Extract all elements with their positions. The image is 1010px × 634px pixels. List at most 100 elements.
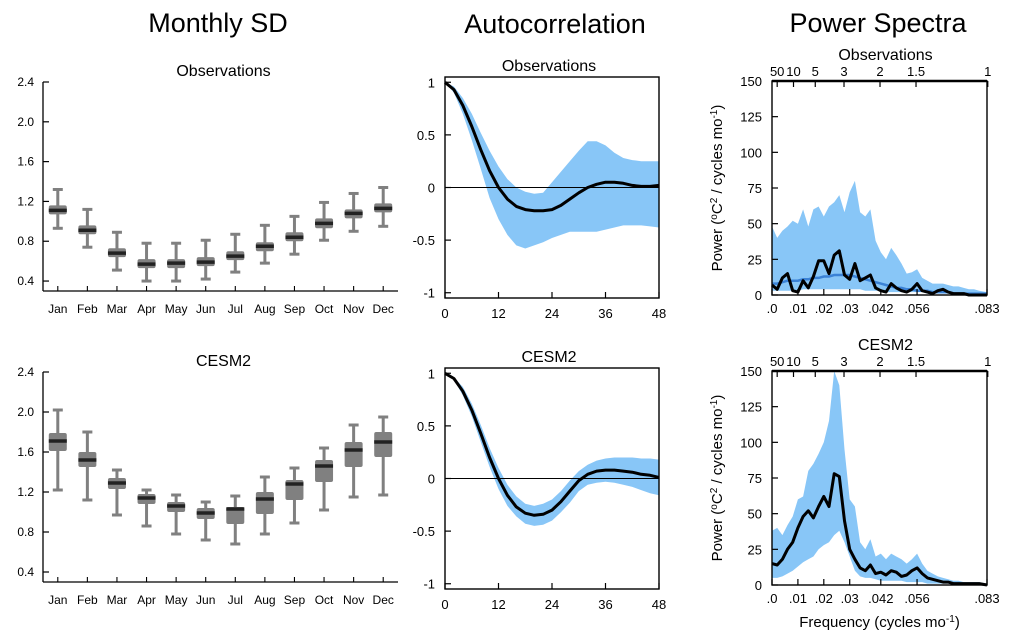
x-tick-label: Apr	[137, 593, 156, 607]
x-tick-label: 48	[652, 306, 666, 321]
x-tick-label: Aug	[254, 302, 275, 316]
x-tick-label: 0	[441, 597, 448, 612]
box-aug	[255, 492, 274, 514]
box-jul	[226, 507, 245, 524]
y-tick-label: -1	[423, 286, 435, 301]
x-tick-label: .042	[868, 591, 893, 606]
x-tick-label: Jan	[48, 302, 67, 316]
top-tick-label: 3	[840, 64, 847, 79]
x-tick-label: Dec	[373, 593, 394, 607]
x-tick-label: .03	[841, 301, 859, 316]
x-axis-label-part: )	[955, 614, 960, 631]
y-axis-label-part: )	[709, 395, 726, 400]
y-tick-label: -0.5	[413, 524, 435, 539]
panel-title: Observations	[838, 47, 932, 64]
y-tick-label: 25	[748, 542, 762, 557]
column-title-monthly-sd: Monthly SD	[148, 8, 288, 38]
x-tick-label: Oct	[315, 593, 334, 607]
y-tick-label: 100	[740, 435, 762, 450]
top-tick-label: 5	[812, 64, 819, 79]
x-tick-label: 36	[598, 597, 612, 612]
panel-title: CESM2	[858, 337, 913, 354]
x-tick-label: Oct	[315, 302, 334, 316]
y-axis-label-part: -1	[709, 109, 720, 118]
box-nov	[344, 442, 363, 467]
panel-sd-cesm2: 0.4 0.8 1.2 1.6 2.0 2.4 Jan Feb Mar Apr May Jun Jul A…	[17, 353, 398, 607]
y-tick-label: 75	[748, 471, 762, 486]
autocorrelation-line	[444, 372, 660, 517]
x-tick-label: Nov	[343, 302, 364, 316]
panel-sd-observations: 0.4 0.8 1.2 1.6 2.0 2.4 Jan Feb Mar Apr May Jun Jul A…	[17, 63, 398, 316]
spectrum-line	[771, 472, 988, 587]
x-tick-label: Feb	[77, 302, 98, 316]
top-tick-label: 50	[770, 354, 784, 369]
x-tick-label: May	[165, 593, 188, 607]
x-tick-label: 0	[441, 306, 448, 321]
x-tick-label: Feb	[77, 593, 98, 607]
x-tick-label: .02	[815, 301, 833, 316]
y-axis-label-part: 2	[709, 487, 720, 493]
x-tick-label: .03	[841, 591, 859, 606]
spread-band	[772, 371, 987, 585]
panel-title: CESM2	[521, 349, 576, 366]
y-axis-label-part: Power (	[709, 510, 726, 562]
top-tick-label: 10	[786, 64, 800, 79]
x-tick-label: .042	[868, 301, 893, 316]
x-tick-label: Jan	[48, 593, 67, 607]
x-tick-label: .0	[767, 301, 778, 316]
top-tick-label: 1.5	[907, 64, 925, 79]
y-axis-label-part: / cycles mo	[709, 119, 726, 198]
x-tick-label: Sep	[284, 593, 306, 607]
spread-band	[445, 373, 659, 526]
x-tick-label: Mar	[107, 302, 128, 316]
y-axis-label-part: C	[709, 493, 726, 504]
x-axis-label-part: -1	[946, 614, 955, 625]
y-tick-label: 1.2	[17, 485, 34, 499]
y-axis-label-part: C	[709, 203, 726, 214]
x-tick-label: Aug	[254, 593, 275, 607]
y-tick-label: 1.6	[17, 155, 34, 169]
x-tick-label: 12	[491, 306, 505, 321]
y-axis-label-part: o	[709, 504, 720, 510]
panel-title: Observations	[176, 63, 270, 80]
top-tick-label: 3	[840, 354, 847, 369]
x-tick-label: .02	[815, 591, 833, 606]
top-tick-label: 50	[770, 64, 784, 79]
x-tick-label: .083	[974, 591, 999, 606]
x-tick-label: 48	[652, 597, 666, 612]
x-tick-label: .0	[767, 591, 778, 606]
y-axis-label-part: )	[709, 105, 726, 110]
x-tick-label: 36	[598, 306, 612, 321]
y-tick-label: 75	[748, 181, 762, 196]
y-axis-label-part: / cycles mo	[709, 409, 726, 488]
y-tick-label: -0.5	[413, 233, 435, 248]
y-tick-label: 50	[748, 217, 762, 232]
box-oct	[315, 460, 334, 482]
x-tick-label: .01	[789, 591, 807, 606]
top-tick-label: 2	[876, 354, 883, 369]
column-title-power-spectra: Power Spectra	[789, 8, 967, 38]
top-tick-label: 1	[984, 354, 991, 369]
y-axis-label-part: -1	[709, 399, 720, 408]
x-tick-label: Dec	[373, 302, 394, 316]
y-tick-label: 0.8	[17, 234, 34, 248]
spectrum-line	[771, 249, 987, 297]
y-tick-label: 100	[740, 145, 762, 160]
panel-title: Observations	[502, 58, 596, 75]
x-tick-label: .01	[789, 301, 807, 316]
y-axis-label-part: o	[709, 214, 720, 220]
autocorrelation-line	[444, 81, 660, 213]
x-tick-label: .056	[904, 591, 929, 606]
y-tick-label: 2.0	[17, 115, 34, 129]
panel-autocorrelation-cesm2: 0 12 24 36 48 1 0.5 0 -0.5 -1 CESM2	[413, 349, 667, 612]
x-tick-label: Apr	[137, 302, 156, 316]
y-axis-label: Power (oC2 / cycles mo-1)	[709, 395, 727, 562]
y-axis-label-part: Power (	[709, 220, 726, 272]
x-tick-label: 12	[491, 597, 505, 612]
y-axis-label-part: 2	[709, 197, 720, 203]
panel-power-spectra-cesm2: .0.01.02.03.042.056.08302550751001251505…	[709, 337, 1000, 631]
spread-band	[772, 180, 987, 295]
x-tick-label: 24	[545, 597, 559, 612]
top-tick-label: 1	[984, 64, 991, 79]
